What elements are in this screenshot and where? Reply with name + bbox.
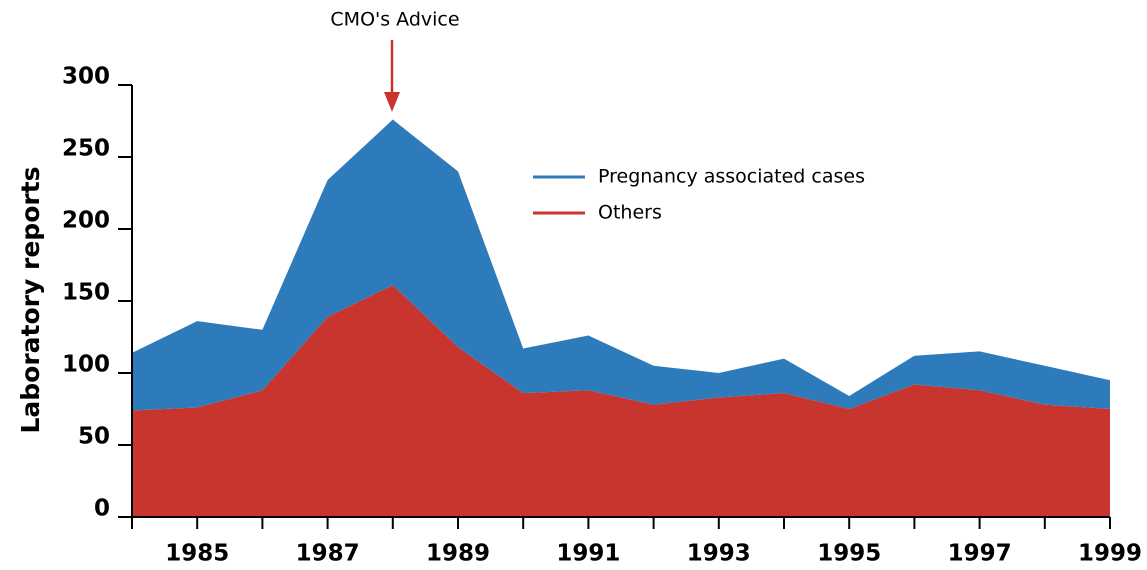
y-tick-label: 100 (62, 352, 110, 378)
x-tick-label: 1985 (165, 541, 229, 567)
x-tick-label: 1997 (948, 541, 1012, 567)
y-tick-label: 50 (78, 424, 110, 450)
area (132, 285, 1110, 517)
annotation: CMO's Advice (330, 9, 459, 31)
area (132, 119, 1110, 411)
y-tick-label: 0 (94, 496, 110, 522)
legend-label: Pregnancy associated cases (598, 166, 865, 188)
x-tick-label: 1993 (687, 541, 751, 567)
y-axis-label: Laboratory reports (16, 166, 45, 433)
x-tick-label: 1989 (426, 541, 490, 567)
arrow-head (384, 92, 400, 112)
x-tick-label: 1999 (1078, 541, 1142, 567)
x-tick-label: 1987 (296, 541, 360, 567)
y-tick-label: 250 (62, 136, 110, 162)
y-tick-label: 200 (62, 208, 110, 234)
x-tick-label: 1995 (817, 541, 881, 567)
x-tick-label: 1991 (556, 541, 620, 567)
legend-label: Others (598, 202, 662, 224)
y-tick-label: 300 (62, 64, 110, 90)
y-tick-label: 150 (62, 280, 110, 306)
